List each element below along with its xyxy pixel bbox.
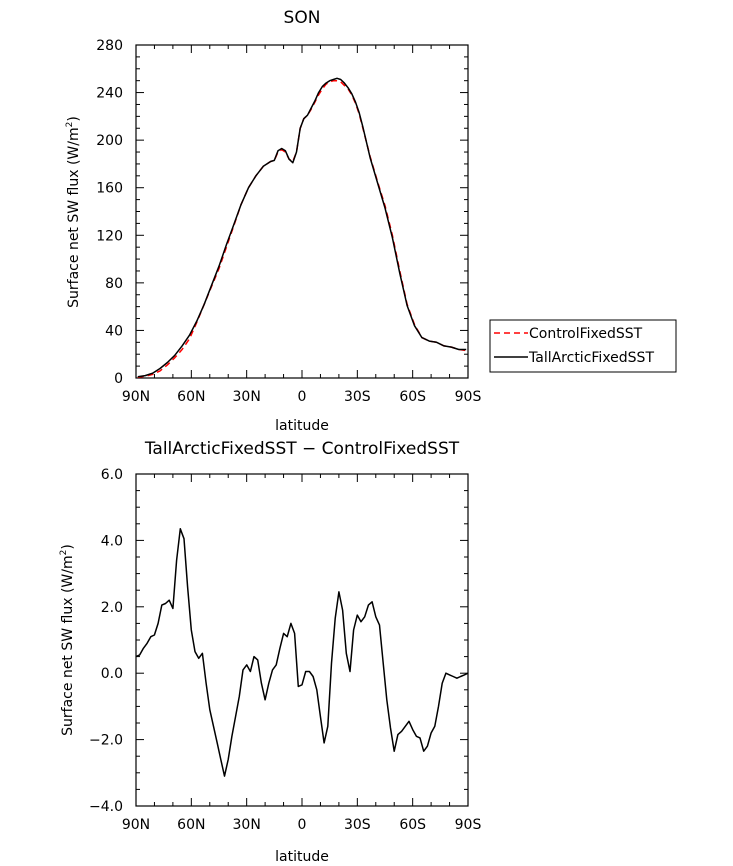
top-x-tick-label: 90S bbox=[455, 389, 482, 405]
top-y-tick-label: 160 bbox=[96, 181, 123, 197]
bottom-series bbox=[135, 528, 469, 777]
top-y-tick-label: 240 bbox=[96, 86, 123, 102]
top-chart-title: SON bbox=[284, 8, 321, 28]
legend-frame bbox=[489, 319, 677, 373]
bottom-y-tick-label: −2.0 bbox=[89, 733, 123, 749]
bottom-x-tick-label: 60S bbox=[399, 817, 426, 833]
top-x-tick-label: 60N bbox=[177, 389, 205, 405]
top-y-tick-label: 120 bbox=[96, 228, 123, 244]
top-x-tick-label: 30S bbox=[344, 389, 371, 405]
top-y-tick-label: 40 bbox=[105, 323, 123, 339]
legend-label-control: ControlFixedSST bbox=[529, 326, 643, 342]
bottom-y-tick-label: 6.0 bbox=[101, 467, 123, 483]
bottom-x-tick-label: 0 bbox=[298, 817, 307, 833]
top-legend: ControlFixedSST TallArcticFixedSST bbox=[489, 319, 677, 373]
top-y-tick-label: 200 bbox=[96, 133, 123, 149]
bottom-axes bbox=[135, 473, 469, 807]
bottom-y-tick-label: 2.0 bbox=[101, 600, 123, 616]
bottom-x-tick-label: 30N bbox=[233, 817, 261, 833]
bottom-y-tick-label: −4.0 bbox=[89, 799, 123, 815]
bottom-x-tick-label: 60N bbox=[177, 817, 205, 833]
top-y-axis-label: Surface net SW flux (W/m2) bbox=[65, 116, 82, 308]
top-x-tick-label: 30N bbox=[233, 389, 261, 405]
bottom-x-tick-label: 90S bbox=[455, 817, 482, 833]
top-x-tick-label: 60S bbox=[399, 389, 426, 405]
bottom-y-axis-label: Surface net SW flux (W/m2) bbox=[59, 544, 76, 736]
top-x-axis-label: latitude bbox=[275, 418, 329, 434]
top-plot-frame bbox=[135, 44, 469, 379]
bottom-plot-frame bbox=[135, 473, 469, 807]
bottom-x-tick-label: 90N bbox=[122, 817, 150, 833]
bottom-x-tick-label: 30S bbox=[344, 817, 371, 833]
top-tick-labels: 90N 60N 30N 0 30S 60S 90S 0 40 80 120 160 200 240 280 bbox=[96, 38, 481, 405]
top-series-line-tallarcticfixedsst bbox=[137, 77, 467, 378]
bottom-y-tick-label: 4.0 bbox=[101, 533, 123, 549]
top-panel: SON 90N 60N 30N 0 30S 60S 90S 0 40 80 120 160 200 240… bbox=[65, 8, 677, 434]
legend-label-tallarctic: TallArcticFixedSST bbox=[528, 350, 654, 366]
bottom-series-line-difference bbox=[135, 528, 469, 777]
top-y-tick-label: 0 bbox=[114, 371, 123, 387]
top-x-tick-label: 90N bbox=[122, 389, 150, 405]
top-x-tick-label: 0 bbox=[298, 389, 307, 405]
top-y-tick-label: 280 bbox=[96, 38, 123, 54]
bottom-chart-title: TallArcticFixedSST − ControlFixedSST bbox=[144, 439, 460, 459]
bottom-x-axis-label: latitude bbox=[275, 849, 329, 865]
top-y-tick-label: 80 bbox=[105, 276, 123, 292]
top-axes bbox=[135, 44, 469, 379]
bottom-panel: TallArcticFixedSST − ControlFixedSST 90N… bbox=[59, 439, 481, 865]
bottom-tick-labels: 90N 60N 30N 0 30S 60S 90S −4.0 −2.0 0.0 2.0 4.0 6.0 bbox=[89, 467, 481, 833]
top-series bbox=[137, 77, 467, 379]
bottom-y-tick-label: 0.0 bbox=[101, 666, 123, 682]
